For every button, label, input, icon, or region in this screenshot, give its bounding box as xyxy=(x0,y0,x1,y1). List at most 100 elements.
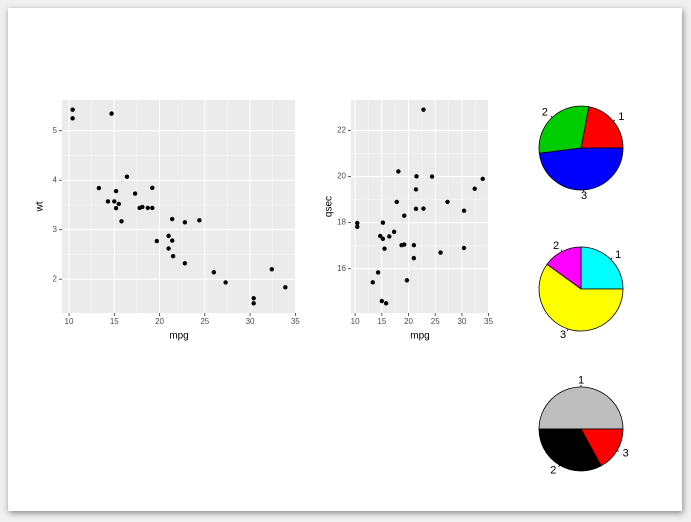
x-tick-label: 15 xyxy=(377,317,386,326)
y-tick-label: 3 xyxy=(53,225,58,234)
x-tick-label: 35 xyxy=(484,317,493,326)
y-axis-label: wt xyxy=(35,201,46,212)
point xyxy=(394,199,399,205)
point xyxy=(461,245,467,251)
point xyxy=(119,219,124,224)
point xyxy=(355,220,360,226)
x-tick-label: 25 xyxy=(431,317,440,326)
x-tick-label: 35 xyxy=(291,317,300,326)
x-axis-label: mpg xyxy=(169,331,188,342)
point xyxy=(461,208,467,213)
label-tick xyxy=(560,249,563,252)
point xyxy=(383,301,389,306)
label-tick xyxy=(616,450,620,452)
point xyxy=(480,176,485,182)
y-tick-label: 18 xyxy=(337,218,346,227)
point xyxy=(375,270,381,275)
x-tick-label: 30 xyxy=(246,317,255,326)
x-tick-label: 25 xyxy=(200,317,209,326)
point xyxy=(150,185,155,191)
point xyxy=(396,169,401,174)
point xyxy=(411,255,417,261)
y-tick-label: 16 xyxy=(337,264,346,273)
point xyxy=(411,243,417,248)
point xyxy=(223,280,228,285)
panel xyxy=(62,100,296,313)
point xyxy=(402,242,407,247)
point xyxy=(145,205,150,211)
point xyxy=(96,185,102,191)
point xyxy=(269,267,274,272)
pie-slice xyxy=(580,246,624,290)
point xyxy=(283,285,288,290)
point xyxy=(154,238,160,244)
slice-label: 1 xyxy=(618,111,624,123)
point xyxy=(379,298,385,304)
point xyxy=(438,250,443,255)
point xyxy=(251,296,256,301)
point xyxy=(413,187,419,192)
point xyxy=(116,201,122,207)
y-tick-label: 2 xyxy=(53,274,58,283)
point xyxy=(124,174,130,179)
point xyxy=(105,199,111,204)
x-tick-label: 15 xyxy=(110,317,119,326)
slice-label: 2 xyxy=(542,107,548,119)
x-tick-label: 10 xyxy=(351,317,360,326)
slice-label: 3 xyxy=(581,190,587,202)
slice-label: 1 xyxy=(615,249,621,261)
point xyxy=(132,191,138,196)
label-tick xyxy=(558,464,560,468)
point xyxy=(211,270,217,275)
point xyxy=(429,174,435,179)
point xyxy=(137,205,142,211)
x-tick-label: 10 xyxy=(65,317,74,326)
point xyxy=(182,261,188,266)
pie-slice xyxy=(538,428,602,472)
point xyxy=(472,186,477,191)
slice-label: 3 xyxy=(623,447,629,459)
point xyxy=(380,236,386,241)
pie-slice xyxy=(580,106,624,149)
point xyxy=(382,246,387,251)
point xyxy=(421,107,426,112)
point xyxy=(170,216,175,222)
pie-slice xyxy=(580,428,624,467)
point xyxy=(391,229,397,235)
pie-slice xyxy=(538,105,590,154)
point xyxy=(402,213,407,218)
point xyxy=(404,278,410,283)
point xyxy=(70,107,75,112)
point xyxy=(414,174,419,179)
point xyxy=(380,220,386,225)
x-tick-label: 30 xyxy=(457,317,466,326)
y-tick-label: 5 xyxy=(53,126,58,135)
point xyxy=(170,253,176,259)
pie-slice xyxy=(538,263,624,332)
slice-label: 2 xyxy=(550,464,556,476)
pie-slice xyxy=(538,147,624,191)
y-tick-label: 22 xyxy=(337,126,346,135)
slice-label: 1 xyxy=(578,375,584,387)
label-tick xyxy=(566,328,569,332)
panel xyxy=(351,100,489,313)
point xyxy=(421,206,426,211)
point xyxy=(150,205,155,211)
point xyxy=(70,116,75,121)
pie-slice xyxy=(538,386,624,430)
point xyxy=(170,238,175,243)
y-axis-label: qsec xyxy=(324,196,335,217)
point xyxy=(112,199,117,204)
point xyxy=(378,233,383,239)
x-tick-label: 20 xyxy=(155,317,164,326)
label-tick xyxy=(610,257,613,260)
x-axis-label: mpg xyxy=(410,331,429,342)
x-tick-label: 20 xyxy=(404,317,413,326)
point xyxy=(251,301,256,306)
point xyxy=(370,280,375,285)
label-tick xyxy=(550,115,553,118)
y-tick-label: 4 xyxy=(53,175,58,184)
point xyxy=(166,246,171,251)
point xyxy=(109,111,114,116)
